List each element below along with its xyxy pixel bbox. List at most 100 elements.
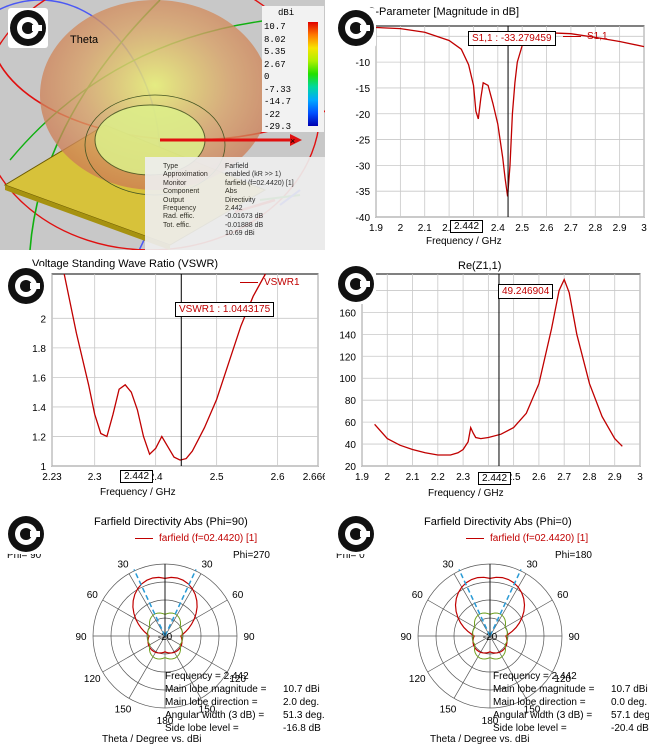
s11-ytick-label: -10 (356, 58, 371, 69)
info-key: Rad. effic. (163, 213, 195, 221)
rez-xtick-label: 2.1 (406, 472, 420, 483)
rez-ytick-label: 160 (339, 308, 356, 319)
info-value: 2.442 (225, 205, 243, 213)
polar0-stat-key: Side lobe level = (493, 723, 567, 734)
polar90-angle-label: 150 (115, 705, 132, 716)
info-row: Output Directivity (163, 197, 294, 205)
s11-x-marker-label: 2.442 (450, 220, 484, 233)
divider-vertical (325, 0, 328, 750)
info-key: Component (163, 188, 200, 196)
info-value: farfield (f=02.4420) [1] (225, 179, 294, 187)
s11-xlabel: Frequency / GHz (426, 236, 502, 247)
cst-logo (8, 8, 48, 48)
polar0-stat-row: Frequency = 2.442 (493, 671, 611, 682)
s11-ytick-label: -35 (356, 187, 371, 198)
colorbar-tick-label: 8.02 (264, 34, 286, 45)
info-value: Abs (225, 188, 238, 196)
vswr-ytick-label: 1.6 (32, 373, 46, 384)
vswr-xtick-label: 2.6662 (303, 472, 325, 483)
polar90-angle-label: 60 (232, 590, 244, 601)
rez-marker-readout: 49.246904 (498, 284, 554, 299)
vswr-ytick-label: 1.8 (32, 344, 46, 355)
polar0-phi-left: Phi= 0 (336, 550, 365, 561)
cst-logo (6, 266, 46, 306)
polar90-stat-value: 2.0 deg. (283, 697, 320, 708)
polar90-phi-right: Phi=270 (233, 550, 270, 561)
cst-logo (336, 8, 376, 48)
rez-xlabel: Frequency / GHz (428, 488, 504, 499)
polar90-angle-label: 30 (201, 559, 213, 570)
rez-chart-svg: 1.922.12.22.32.42.52.62.72.82.9320406080… (339, 273, 643, 483)
s11-ytick-label: -20 (356, 110, 371, 121)
s11-ytick-label: -30 (356, 161, 371, 172)
colorbar-tick-label: 10.7 (264, 22, 286, 32)
polar90-angle-label: 30 (117, 559, 129, 570)
vswr-xtick-label: 2.3 (88, 472, 102, 483)
polar90-beam-edge-right (164, 569, 197, 637)
s11-xtick-label: 2.9 (613, 223, 627, 234)
vswr-ytick-label: 2 (40, 314, 46, 325)
info-row: Approximation enabled (kR >> 1) (163, 171, 294, 179)
polar0-beam-edge-right (489, 569, 522, 637)
info-row: Type Farfield (163, 163, 294, 171)
info-key: Frequency (163, 205, 197, 213)
s11-legend: S1,1 (563, 31, 608, 42)
polar0-stat-value: 0.0 deg. (611, 697, 648, 708)
s11-title: S-Parameter [Magnitude in dB] (368, 6, 520, 18)
rez-plot-area (361, 273, 641, 467)
polar90-center-label: -20 (158, 632, 173, 643)
polar-phi0-panel: 30 60 90 120 150 180 30 60 90 120 150 -20 Farfield … (328, 508, 649, 750)
colorbar-gradient (308, 22, 318, 126)
polar90-stat-row: Frequency = 2.442 (165, 671, 283, 682)
vswr-chart-svg: 2.23 2.3 2.4 2.5 2.6 2.6662 1 1.2 1.4 1.6 1.8 2 (32, 273, 325, 483)
colorbar-tick-label: 2.67 (264, 59, 286, 70)
vswr-xtick-label: 2.23 (42, 472, 62, 483)
cst-logo (6, 514, 46, 554)
polar0-angle-label: 90 (568, 632, 580, 643)
polar90-stat-row: Side lobe level = -16.8 dB (165, 723, 321, 734)
info-key: Approximation (163, 171, 208, 179)
polar-phi90-svg: 30 60 90 120 150 180 30 60 90 120 150 -20 (75, 559, 255, 727)
polar90-legend: farfield (f=02.4420) [1] (135, 533, 257, 544)
rez-title: Re(Z1,1) (458, 260, 502, 272)
info-row: Monitor farfield (f=02.4420) [1] (163, 180, 294, 188)
rez-ytick-label: 60 (345, 418, 357, 429)
polar0-center-label: -20 (483, 632, 498, 643)
info-value: Directivity (225, 196, 256, 204)
polar0-stat-key: Angular width (3 dB) = (493, 710, 593, 721)
farfield-info-table: Type Farfield Approximation enabled (kR >> … (163, 163, 294, 239)
polar0-stat-value: 57.1 deg. (611, 710, 649, 721)
rez-xtick-label: 2.3 (456, 472, 470, 483)
rez-ytick-label: 120 (339, 352, 356, 363)
polar0-title: Farfield Directivity Abs (Phi=0) (424, 516, 572, 528)
vswr-xtick-label: 2.6 (271, 472, 285, 483)
info-value: enabled (kR >> 1) (225, 171, 282, 179)
polar90-axis-label: Theta / Degree vs. dBi (102, 734, 202, 745)
rez-xtick-label: 2.5 (507, 472, 521, 483)
polar0-beam-edge-left (458, 569, 491, 637)
polar90-angle-label: 90 (243, 632, 255, 643)
info-row: Component Abs (163, 188, 294, 196)
colorbar-unit: dBi (278, 8, 295, 18)
farfield-3d-panel: Theta × dBi 10.7 8.02 5.35 2.67 0 -7.33 -14.7 -… (0, 0, 325, 250)
s11-xtick-label: 2.1 (418, 223, 432, 234)
colorbar-tick-label: 0 (264, 72, 270, 82)
polar-phi90-panel: 30 60 90 120 150 180 30 60 90 120 150 -20 Farfield … (0, 508, 325, 750)
polar90-stat-value: -16.8 dB (283, 723, 321, 734)
polar0-stat-key: Main lobe magnitude = (493, 684, 595, 695)
polar90-stat-value: 51.3 deg. (283, 710, 325, 721)
polar90-angle-label: 90 (75, 632, 87, 643)
rez-x-marker-label: 2.442 (478, 472, 512, 485)
polar0-stat-value: -20.4 dB (611, 723, 649, 734)
colorbar-tick-label: 5.35 (264, 47, 286, 57)
polar0-stat-key: Main lobe direction = (493, 697, 586, 708)
info-key: Type (163, 163, 179, 170)
s11-ytick-label: -25 (356, 136, 371, 147)
polar0-angle-label: 90 (400, 632, 412, 643)
polar90-angle-label: 150 (199, 705, 216, 716)
colorbar-tick-label: -14.7 (264, 97, 292, 107)
polar90-stat-row: Main lobe magnitude = 10.7 dBi (165, 684, 320, 695)
s11-xtick-label: 2.4 (491, 223, 505, 234)
s11-ytick-label: -15 (356, 84, 371, 95)
polar0-stat-key: Frequency = 2.442 (493, 671, 577, 682)
